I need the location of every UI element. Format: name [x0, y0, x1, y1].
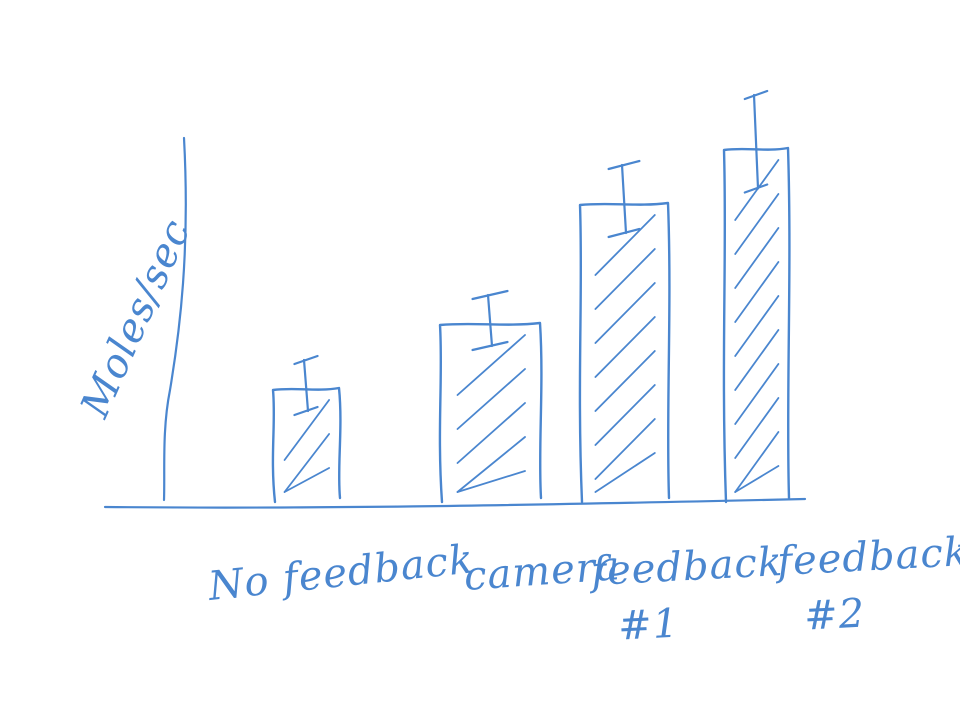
bar-hatch	[594, 316, 656, 378]
bar-hatch	[734, 329, 780, 391]
bar-hatch	[283, 399, 330, 461]
bar-hatch	[734, 363, 780, 425]
x-tick-label: feedback#1	[587, 539, 787, 651]
bars-group	[271, 89, 791, 504]
bar-hatch	[734, 465, 780, 493]
bar-hatch	[734, 295, 780, 357]
bar-hatch	[456, 402, 526, 464]
bar-hatch	[594, 384, 656, 446]
bar-hatch	[734, 159, 780, 221]
bar-hatch	[594, 350, 656, 412]
bar-hatch	[734, 193, 780, 255]
x-tick-label: No feedback	[205, 536, 476, 610]
bar-hatch	[594, 452, 656, 493]
bar-hatch	[283, 467, 330, 493]
bar-hatch	[594, 418, 656, 480]
y-axis-line	[162, 136, 187, 502]
bar-hatch	[456, 436, 526, 493]
bar-hatch	[456, 470, 526, 493]
bar-hatch	[594, 248, 656, 310]
bar	[438, 321, 543, 504]
bar-hatch	[734, 227, 780, 289]
x-tick-label: camera	[462, 543, 622, 600]
bar-hatch	[456, 334, 526, 396]
error-bar	[743, 89, 769, 194]
x-axis-line	[103, 497, 807, 509]
error-bar	[471, 289, 509, 352]
bar-hatch	[734, 397, 780, 459]
chart-axes	[103, 136, 807, 509]
error-bar	[293, 354, 319, 417]
bar-hatch	[734, 431, 780, 493]
x-tick-label: feedback#2	[773, 529, 960, 641]
bar-hatch	[594, 214, 656, 276]
bar	[578, 201, 671, 504]
bar-hatch	[283, 433, 330, 493]
bar-hatch	[456, 368, 526, 430]
bar-hatch	[594, 282, 656, 344]
error-bar	[607, 159, 641, 239]
bar-hatch	[734, 261, 780, 323]
